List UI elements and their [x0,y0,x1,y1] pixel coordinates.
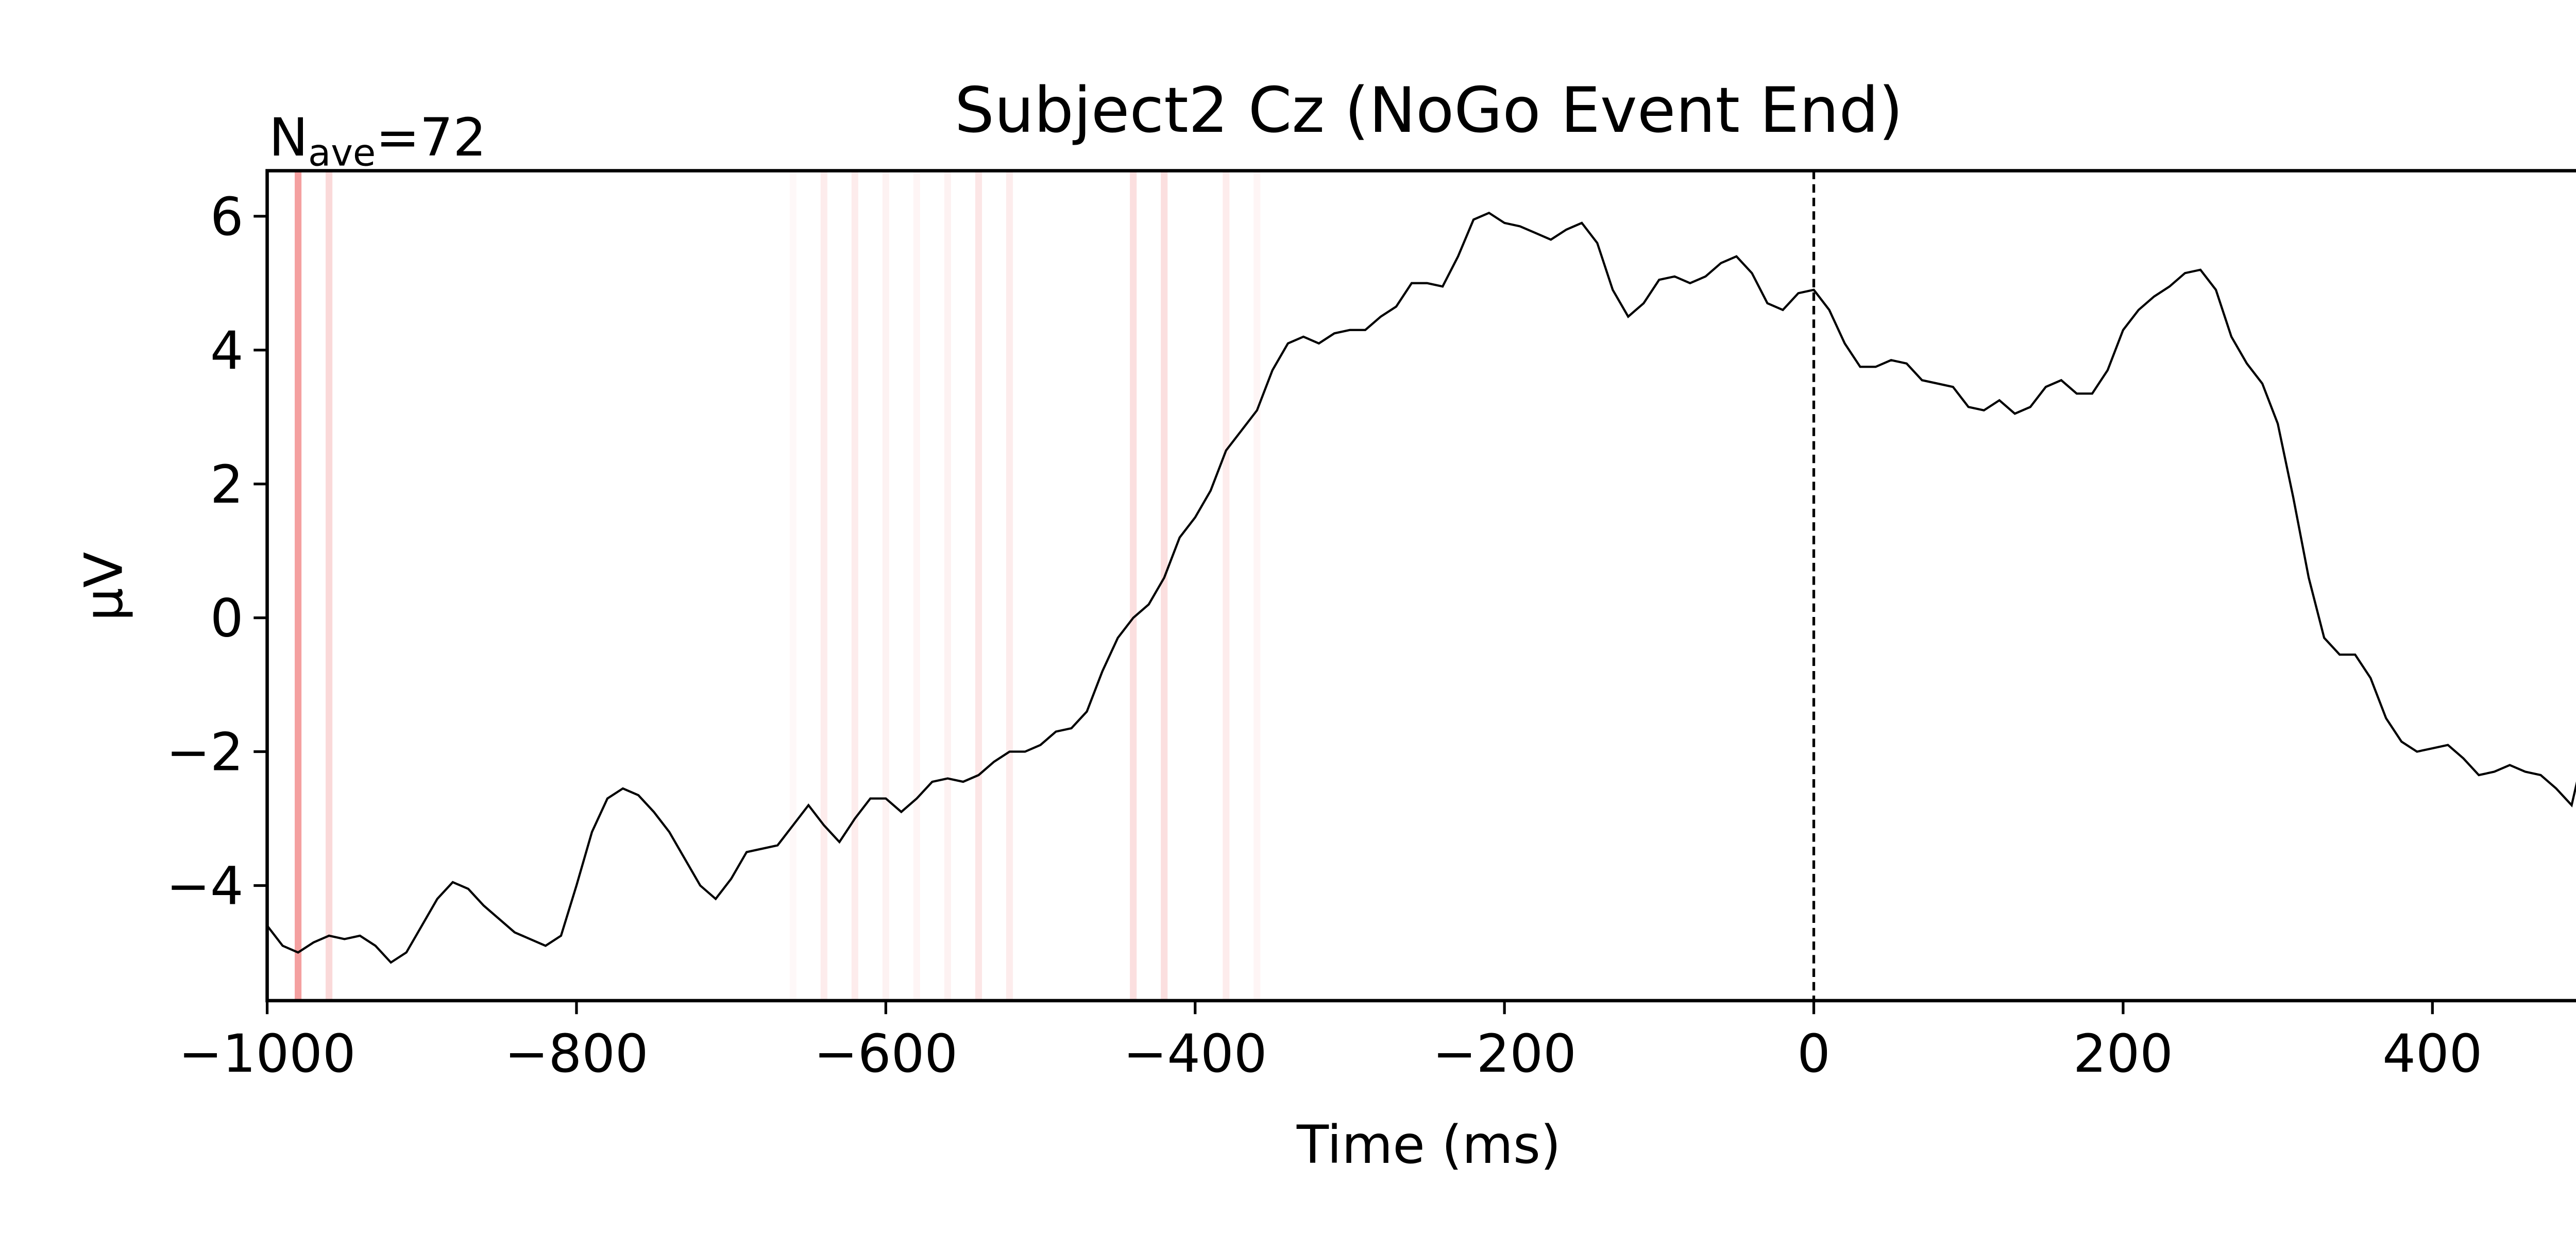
x-tick-label: −200 [1432,1023,1576,1084]
series-line [266,211,2576,964]
shaded-span [820,170,827,1001]
shaded-span [1006,170,1013,1001]
shaded-span [851,170,858,1001]
x-tick-label: 400 [2382,1023,2482,1084]
y-tick-label: −2 [166,722,244,783]
shaded-span [789,170,796,1001]
y-tick-label: 2 [210,454,244,515]
x-tick-label: −600 [814,1023,958,1084]
y-tick-label: 6 [210,186,244,247]
shaded-span [1130,170,1137,1001]
x-tick-label: 0 [1797,1023,1831,1084]
x-tick-label: −800 [504,1023,648,1084]
y-axis-label: μV [73,552,134,621]
shaded-span [1253,170,1261,1001]
y-tick-label: 4 [210,320,244,381]
annotation-sub: ave [308,132,376,175]
annotation: Nave=72 [269,107,486,175]
x-tick-label: 200 [2073,1023,2173,1084]
axes-frame [265,169,2576,1003]
shaded-span [326,170,333,1001]
x-tick-label: −1000 [178,1023,355,1084]
shaded-span [295,170,302,1001]
chart-title: Subject2 Cz (NoGo Event End) [955,74,1903,147]
shaded-span [1161,170,1168,1001]
shaded-span [913,170,920,1001]
shaded-span [1223,170,1230,1001]
x-tick-label: −400 [1123,1023,1267,1084]
plot-area [266,170,2576,1001]
annotation-rest: =72 [376,107,486,168]
shaded-span [944,170,952,1001]
shaded-span [882,170,889,1001]
shaded-span [975,170,982,1001]
x-axis-label: Time (ms) [1296,1114,1561,1175]
y-tick-label: −4 [166,856,244,917]
annotation-base: N [269,107,308,168]
y-tick-label: 0 [210,588,244,649]
